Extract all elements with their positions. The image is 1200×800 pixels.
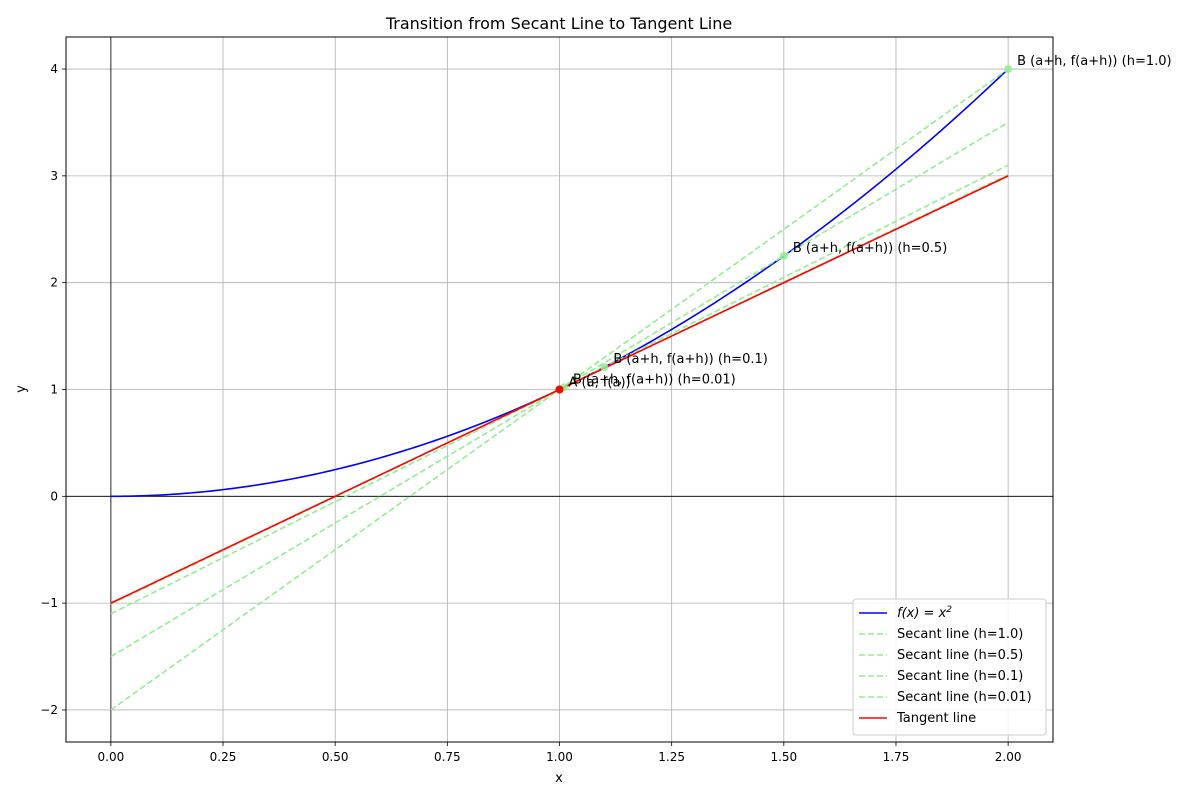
y-tick-label: −1 bbox=[40, 596, 58, 610]
chart-title: Transition from Secant Line to Tangent L… bbox=[385, 14, 732, 33]
x-tick-label: 1.00 bbox=[546, 750, 573, 764]
legend-entry: Secant line (h=0.5) bbox=[897, 648, 1023, 663]
point-b-marker bbox=[779, 251, 788, 260]
y-tick-label: −2 bbox=[40, 703, 58, 717]
x-tick-label: 0.25 bbox=[210, 750, 237, 764]
y-tick-label: 3 bbox=[50, 169, 58, 183]
x-tick-label: 1.25 bbox=[658, 750, 685, 764]
x-tick-label: 2.00 bbox=[995, 750, 1022, 764]
legend-entry: Secant line (h=1.0) bbox=[897, 627, 1023, 642]
x-tick-label: 1.75 bbox=[883, 750, 910, 764]
point-a-marker bbox=[555, 385, 564, 394]
y-tick-label: 1 bbox=[50, 383, 58, 397]
secant-line-h-0-1-line bbox=[110, 164, 1009, 615]
point-a-label: A (a, f(a)) bbox=[569, 376, 631, 391]
point-b-marker bbox=[1004, 65, 1013, 74]
x-tick-label: 1.50 bbox=[770, 750, 797, 764]
marker-layer: B (a+h, f(a+h)) (h=1.0) B (a+h, f(a+h)) (… bbox=[555, 54, 1172, 394]
point-b-label: B (a+h, f(a+h)) (h=1.0) bbox=[1017, 54, 1171, 69]
legend-exponent: 2 bbox=[946, 605, 952, 615]
legend-box bbox=[852, 598, 1047, 736]
x-axis-label: x bbox=[555, 771, 563, 786]
x-tick-label: 0.00 bbox=[98, 750, 125, 764]
tick-layer: 0.00 0.25 0.50 0.75 1.00 1.25 1.50 1.75 2.00 −2 −1… bbox=[40, 62, 1021, 764]
x-tick-label: 0.50 bbox=[322, 750, 349, 764]
y-axis-label: y bbox=[14, 385, 29, 393]
x-tick-label: 0.75 bbox=[434, 750, 461, 764]
legend-entry: f(x) = x2 bbox=[897, 605, 952, 621]
point-b-marker bbox=[600, 363, 609, 372]
y-tick-label: 4 bbox=[50, 62, 58, 76]
point-b-label: B (a+h, f(a+h)) (h=0.5) bbox=[793, 241, 947, 256]
legend-entry: Tangent line bbox=[896, 711, 976, 726]
legend-entry: Secant line (h=0.01) bbox=[897, 690, 1032, 705]
y-tick-label: 2 bbox=[50, 276, 58, 290]
point-b-label: B (a+h, f(a+h)) (h=0.01) bbox=[573, 372, 736, 387]
legend: f(x) = x2 Secant line (h=1.0) Secant line … bbox=[852, 598, 1047, 736]
y-tick-label: 0 bbox=[50, 489, 58, 503]
zero-lines bbox=[66, 37, 1053, 742]
point-b-label: B (a+h, f(a+h)) (h=0.1) bbox=[613, 352, 767, 367]
legend-entry: Secant line (h=0.1) bbox=[897, 669, 1023, 684]
